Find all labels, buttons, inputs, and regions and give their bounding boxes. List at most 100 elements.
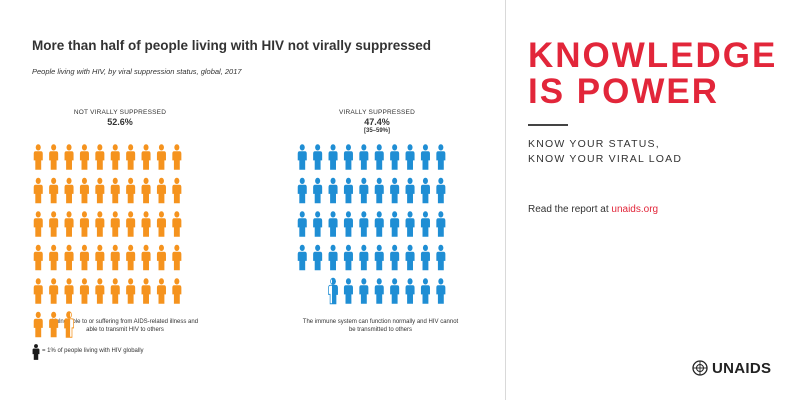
headline-rule [528, 124, 568, 126]
suppressed-label: VIRALLY SUPPRESSED [339, 109, 415, 116]
person-icon [49, 278, 59, 304]
person-icon [33, 211, 43, 237]
person-icon [79, 211, 89, 237]
not-suppressed-header: NOT VIRALLY SUPPRESSED 52.6% [70, 109, 170, 128]
person-icon [328, 244, 338, 271]
headline-line2: IS POWER [528, 72, 720, 112]
person-icon [126, 177, 136, 204]
person-icon [436, 177, 446, 204]
person-icon [110, 278, 120, 304]
person-icon [390, 278, 400, 304]
person-icon [141, 144, 151, 170]
person-icon [172, 144, 182, 170]
person-icon [420, 211, 430, 237]
message-panel: KNOWLEDGE IS POWER KNOW YOUR STATUS, KNO… [506, 0, 800, 400]
person-icon [343, 144, 353, 170]
report-text: Read the report at [528, 204, 609, 215]
person-icon [79, 177, 89, 204]
not-suppressed-description: Vulnerable to or suffering from AIDS-rel… [25, 318, 225, 334]
person-icon [49, 144, 59, 170]
not-suppressed-description-line2: able to transmit HIV to others [86, 327, 164, 334]
person-icon [33, 177, 43, 204]
person-icon [420, 144, 430, 170]
report-link[interactable]: unaids.org [611, 204, 659, 215]
person-icon [172, 177, 182, 204]
chart-subtitle: People living with HIV, by viral suppres… [32, 67, 242, 76]
person-icon [126, 144, 136, 170]
tagline-line1: KNOW YOUR STATUS, [528, 138, 660, 150]
not-suppressed-label: NOT VIRALLY SUPPRESSED [73, 109, 167, 116]
person-icon [64, 278, 74, 304]
suppressed-description-line2: be transmitted to others [348, 327, 413, 334]
suppressed-percent: 47.4% [364, 117, 390, 128]
person-icon [436, 244, 446, 271]
person-icon [390, 244, 400, 271]
person-icon [374, 211, 384, 237]
person-icon [141, 177, 151, 204]
person-icon [297, 177, 307, 204]
person-icon [141, 211, 151, 237]
person-icon [405, 144, 415, 170]
person-icon [33, 244, 43, 271]
not-suppressed-description-line1: Vulnerable to or suffering from AIDS-rel… [51, 319, 199, 325]
person-icon [126, 244, 136, 271]
person-icon [374, 177, 384, 204]
person-icon [156, 144, 166, 170]
person-icon [110, 177, 120, 204]
person-icon [420, 177, 430, 204]
person-icon [313, 211, 323, 237]
person-icon [126, 278, 136, 304]
panel-divider [505, 0, 506, 400]
person-icon [390, 144, 400, 170]
person-icon [64, 144, 74, 170]
person-icon [64, 211, 74, 237]
person-icon [95, 278, 105, 304]
person-icon [172, 244, 182, 271]
person-icon [126, 211, 136, 237]
infographic-panel: More than half of people living with HIV… [25, 38, 458, 360]
partial-person-icon [64, 311, 74, 338]
person-icon [33, 311, 43, 338]
person-icon [390, 211, 400, 237]
person-icon [359, 244, 369, 271]
pictogram-chart [33, 144, 446, 338]
person-icon [33, 278, 43, 304]
report-line: Read the report at unaids.org [528, 204, 658, 215]
person-icon [297, 211, 307, 237]
person-icon [141, 278, 151, 304]
person-icon [405, 211, 415, 237]
person-icon [436, 211, 446, 237]
person-icon [156, 211, 166, 237]
suppressed-range: [35–59%] [363, 128, 390, 135]
person-icon [420, 278, 430, 304]
person-icon [359, 177, 369, 204]
person-icon [343, 177, 353, 204]
person-icon [49, 244, 59, 271]
person-icon [110, 211, 120, 237]
person-icon [172, 278, 182, 304]
person-icon [79, 244, 89, 271]
person-icon [95, 211, 105, 237]
person-icon [328, 177, 338, 204]
person-icon [420, 244, 430, 271]
person-icon [343, 211, 353, 237]
legend-text: = 1% of people living with HIV globally [42, 348, 144, 354]
person-icon [436, 278, 446, 304]
person-icon [359, 144, 369, 170]
person-icon [110, 244, 120, 271]
person-icon [64, 244, 74, 271]
person-icon [359, 211, 369, 237]
person-icon [49, 311, 59, 338]
person-icon [156, 177, 166, 204]
person-icon [313, 144, 323, 170]
person-icon [49, 211, 59, 237]
person-icon [328, 144, 338, 170]
person-icon [110, 144, 120, 170]
person-icon [343, 244, 353, 271]
person-icon [374, 144, 384, 170]
person-icon [79, 144, 89, 170]
not-suppressed-percent: 52.6% [107, 117, 133, 128]
person-icon [313, 244, 323, 271]
chart-title: More than half of people living with HIV… [32, 38, 432, 53]
person-icon [405, 177, 415, 204]
